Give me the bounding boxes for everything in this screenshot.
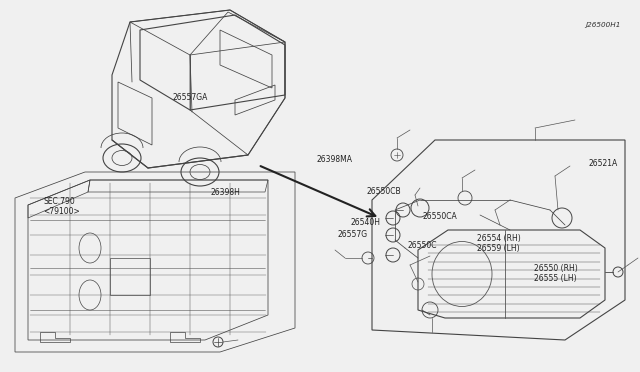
- Text: 26550C: 26550C: [407, 241, 436, 250]
- Text: 26557GA: 26557GA: [173, 93, 208, 102]
- Text: 26398H: 26398H: [210, 188, 240, 197]
- Text: 26554 (RH)
26559 (LH): 26554 (RH) 26559 (LH): [477, 234, 520, 253]
- Text: 26550 (RH)
26555 (LH): 26550 (RH) 26555 (LH): [534, 264, 578, 283]
- Text: 26550CB: 26550CB: [366, 187, 401, 196]
- Text: 26540H: 26540H: [351, 218, 381, 227]
- Text: 26521A: 26521A: [588, 159, 618, 168]
- Text: J26500H1: J26500H1: [586, 22, 621, 28]
- Text: 26557G: 26557G: [337, 230, 367, 239]
- Text: 26550CA: 26550CA: [422, 212, 457, 221]
- Text: 26398MA: 26398MA: [317, 155, 353, 164]
- Text: SEC.790
<79100>: SEC.790 <79100>: [44, 197, 80, 216]
